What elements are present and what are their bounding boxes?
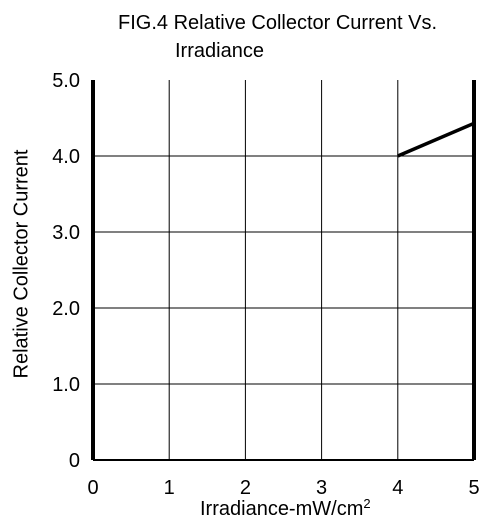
series-lines — [397, 121, 475, 158]
x-tick-label: 2 — [240, 477, 251, 499]
series-line — [397, 121, 475, 158]
axes — [91, 80, 476, 461]
y-axis-label: Relative Collector Current — [10, 149, 33, 379]
x-tick-label: 5 — [468, 477, 479, 499]
x-tick-label: 1 — [164, 477, 175, 499]
x-axis-label-text: Irradiance-mW/cm — [200, 498, 364, 520]
y-tick-label: 0 — [69, 450, 80, 472]
x-tick-labels: 0 1 2 3 4 5 — [87, 477, 479, 499]
chart-title-line-1: FIG.4 Relative Collector Current Vs. — [118, 12, 437, 34]
y-tick-label: 4.0 — [52, 146, 80, 168]
x-axis-label: Irradiance-mW/cm2 — [200, 496, 371, 521]
x-axis-label-superscript: 2 — [363, 496, 371, 511]
y-tick-label: 3.0 — [52, 222, 80, 244]
y-tick-label: 5.0 — [52, 70, 80, 92]
x-tick-label: 4 — [392, 477, 403, 499]
x-tick-label: 3 — [316, 477, 327, 499]
y-tick-label: 2.0 — [52, 298, 80, 320]
grid-lines — [93, 80, 474, 460]
chart-title-line-2: Irradiance — [175, 40, 264, 62]
y-tick-labels: 0 1.0 2.0 3.0 4.0 5.0 — [52, 70, 80, 472]
y-tick-label: 1.0 — [52, 374, 80, 396]
x-tick-label: 0 — [87, 477, 98, 499]
